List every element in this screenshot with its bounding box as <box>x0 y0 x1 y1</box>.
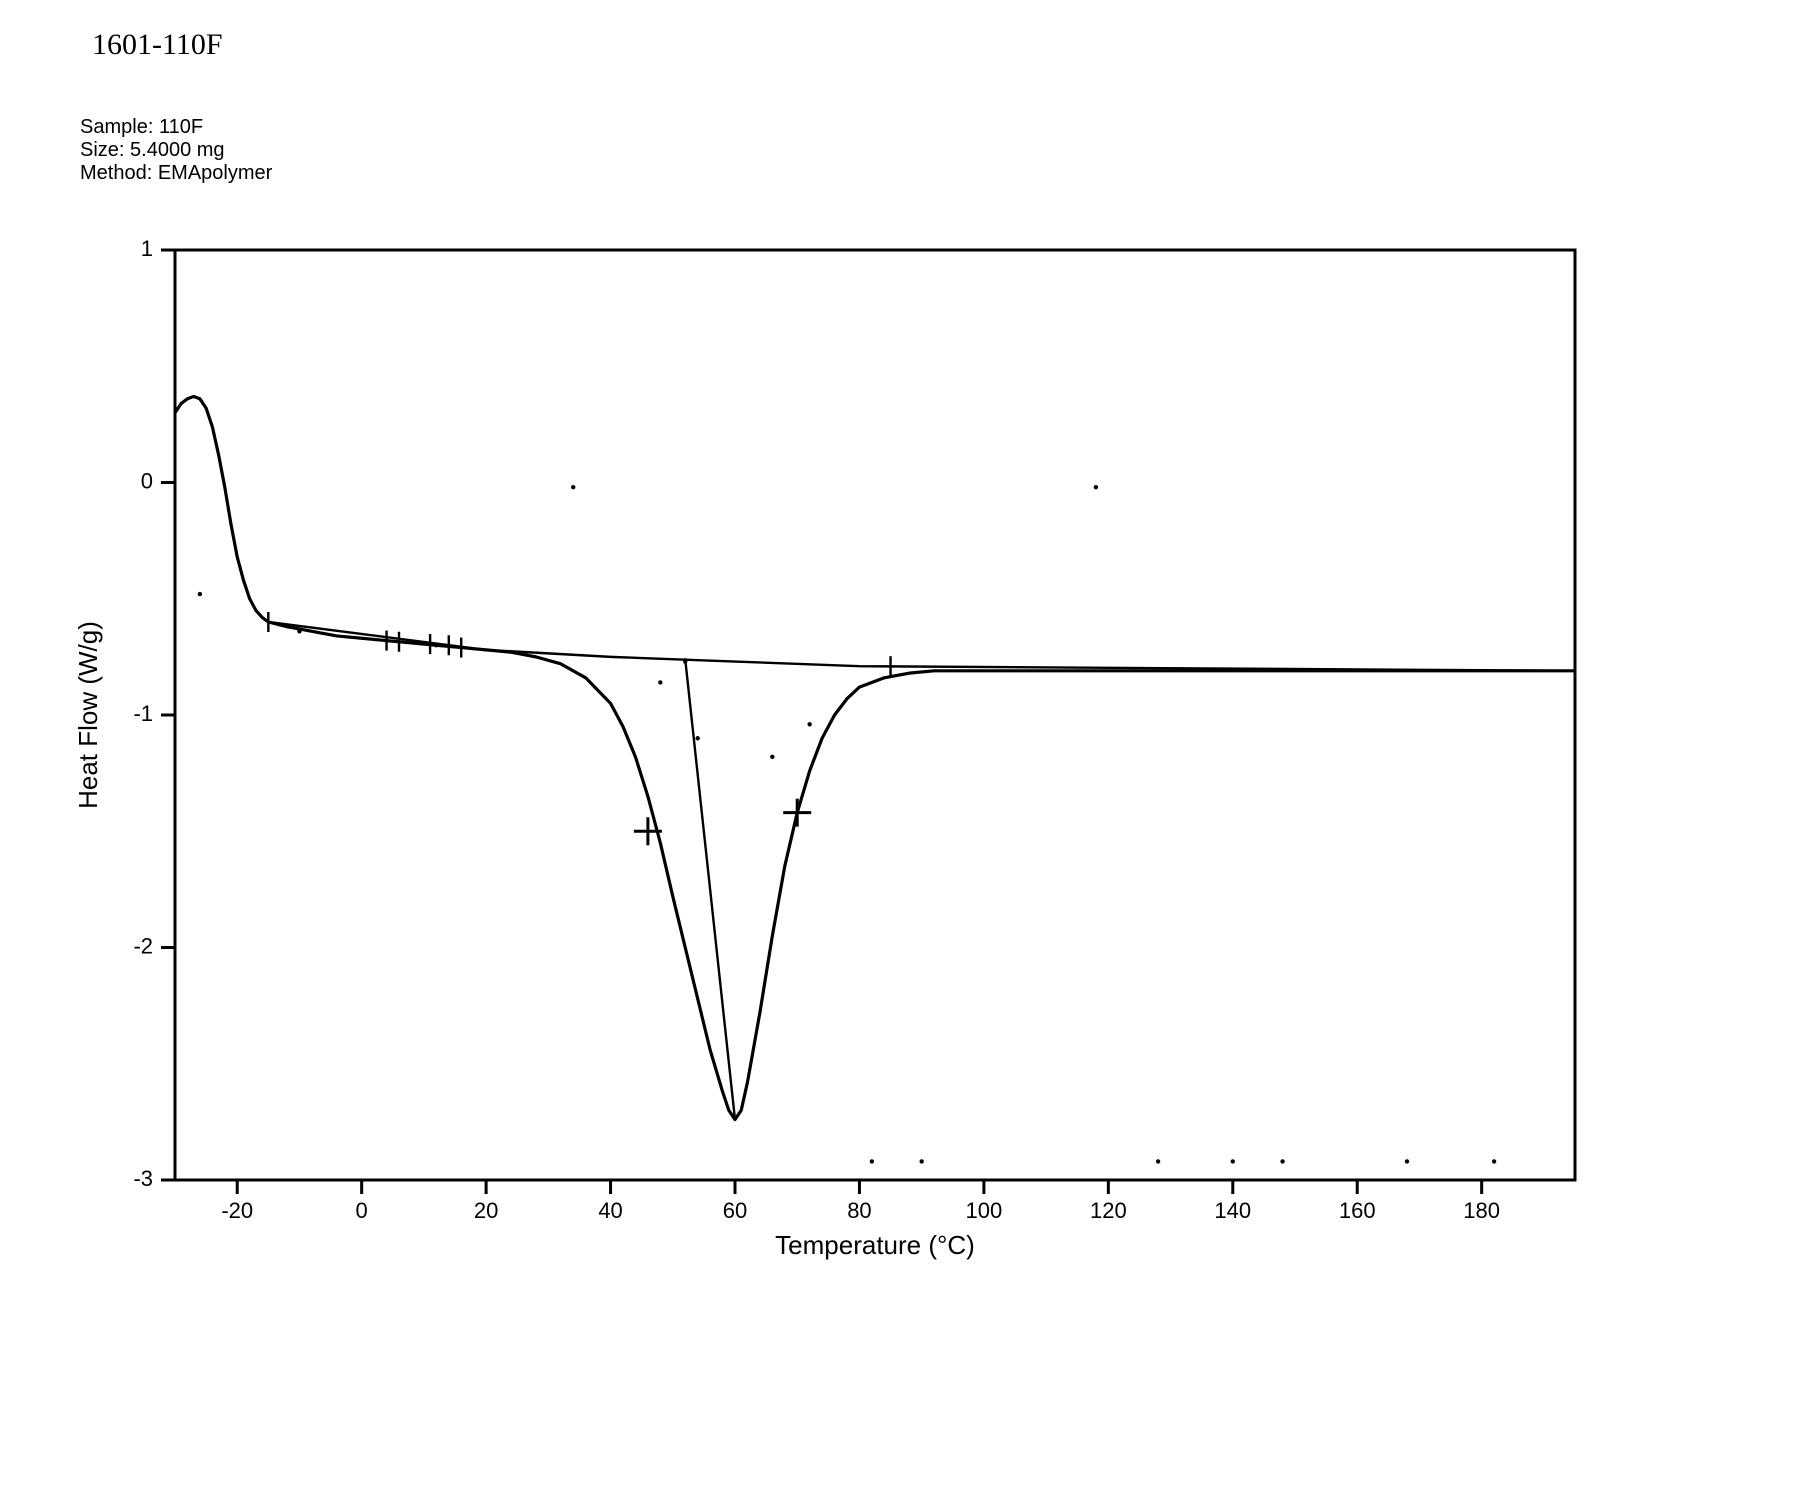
svg-text:40: 40 <box>598 1198 622 1223</box>
meta-line-size: Size: 5.4000 mg <box>80 139 272 162</box>
svg-text:100: 100 <box>966 1198 1003 1223</box>
svg-text:80: 80 <box>847 1198 871 1223</box>
meta-label: Sample: <box>80 116 153 138</box>
svg-text:-1: -1 <box>133 701 153 726</box>
svg-text:1: 1 <box>141 236 153 261</box>
chart-svg: -3 -2 -1 0 1 -20 0 20 40 60 80 100 120 140 160 180 Tempe… <box>60 230 1600 1280</box>
svg-text:160: 160 <box>1339 1198 1376 1223</box>
meta-line-sample: Sample: 110F <box>80 116 272 139</box>
sample-meta-block: Sample: 110F Size: 5.4000 mg Method: EMA… <box>80 116 272 185</box>
page-title: 1601-110F <box>92 28 223 62</box>
svg-text:Heat Flow (W/g): Heat Flow (W/g) <box>73 621 103 809</box>
svg-text:Temperature (°C): Temperature (°C) <box>775 1230 975 1260</box>
svg-text:60: 60 <box>723 1198 747 1223</box>
svg-text:20: 20 <box>474 1198 498 1223</box>
svg-text:-2: -2 <box>133 933 153 958</box>
svg-text:0: 0 <box>141 468 153 493</box>
dsc-thermogram-chart: -3 -2 -1 0 1 -20 0 20 40 60 80 100 120 140 160 180 Tempe… <box>60 230 1600 1280</box>
meta-value: 110F <box>159 116 203 138</box>
svg-text:180: 180 <box>1463 1198 1500 1223</box>
meta-line-method: Method: EMApolymer <box>80 162 272 185</box>
svg-text:-20: -20 <box>221 1198 253 1223</box>
svg-text:140: 140 <box>1214 1198 1251 1223</box>
svg-text:120: 120 <box>1090 1198 1127 1223</box>
svg-text:0: 0 <box>356 1198 368 1223</box>
meta-value: EMApolymer <box>158 162 272 184</box>
meta-label: Size: <box>80 139 124 161</box>
svg-text:-3: -3 <box>133 1166 153 1191</box>
page: 1601-110F Sample: 110F Size: 5.4000 mg M… <box>0 0 1819 1495</box>
meta-label: Method: <box>80 162 152 184</box>
meta-value: 5.4000 mg <box>130 139 225 161</box>
